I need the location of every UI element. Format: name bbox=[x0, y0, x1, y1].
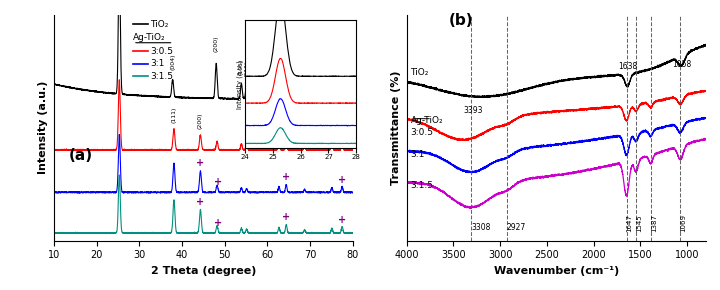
Text: (004): (004) bbox=[170, 53, 175, 70]
Text: (311): (311) bbox=[340, 124, 345, 140]
Text: TiO₂: TiO₂ bbox=[410, 68, 429, 77]
Text: (220): (220) bbox=[309, 64, 314, 80]
Text: +: + bbox=[282, 212, 290, 222]
Text: +: + bbox=[282, 172, 290, 182]
Text: (220): (220) bbox=[284, 123, 289, 139]
Text: +: + bbox=[338, 175, 346, 185]
Text: (200): (200) bbox=[198, 113, 203, 129]
Text: Ag-TiO₂: Ag-TiO₂ bbox=[133, 33, 166, 42]
Text: (111): (111) bbox=[171, 106, 176, 123]
Text: 2927: 2927 bbox=[507, 223, 526, 232]
Text: (a): (a) bbox=[69, 148, 93, 162]
X-axis label: Wavenumber (cm⁻¹): Wavenumber (cm⁻¹) bbox=[494, 266, 618, 276]
Text: 3308: 3308 bbox=[472, 223, 491, 232]
Text: (215): (215) bbox=[329, 61, 334, 77]
Text: 1638: 1638 bbox=[618, 62, 637, 71]
Text: (105): (105) bbox=[239, 59, 244, 75]
Y-axis label: Transmittance (%): Transmittance (%) bbox=[391, 70, 401, 185]
Text: 1647: 1647 bbox=[626, 214, 632, 232]
Text: +: + bbox=[197, 158, 204, 168]
Text: (116): (116) bbox=[302, 68, 307, 84]
Text: (204): (204) bbox=[276, 57, 282, 74]
Text: 1058: 1058 bbox=[672, 60, 691, 69]
Text: (211): (211) bbox=[244, 61, 249, 77]
Text: 3:0.5: 3:0.5 bbox=[150, 47, 173, 56]
Text: 3:0.5: 3:0.5 bbox=[410, 128, 433, 137]
Text: Ag-TiO₂: Ag-TiO₂ bbox=[410, 116, 443, 125]
Text: 3:1: 3:1 bbox=[410, 150, 425, 159]
Text: 3393: 3393 bbox=[464, 106, 483, 115]
Y-axis label: Intensity (a.u.): Intensity (a.u.) bbox=[237, 60, 243, 108]
Text: +: + bbox=[215, 177, 222, 187]
Text: 1069: 1069 bbox=[680, 214, 686, 232]
Text: 3:1.5: 3:1.5 bbox=[150, 72, 173, 81]
Text: (200): (200) bbox=[214, 35, 219, 52]
X-axis label: 2 Theta (degree): 2 Theta (degree) bbox=[150, 266, 256, 276]
Text: +: + bbox=[215, 218, 222, 228]
Text: 3:1.5: 3:1.5 bbox=[410, 181, 433, 190]
Y-axis label: Intensity (a.u.): Intensity (a.u.) bbox=[38, 81, 48, 174]
Text: TiO₂: TiO₂ bbox=[150, 20, 168, 29]
Text: 1387: 1387 bbox=[651, 214, 657, 232]
Text: +: + bbox=[197, 197, 204, 207]
Text: 3:1: 3:1 bbox=[150, 59, 164, 68]
Text: 1545: 1545 bbox=[636, 214, 642, 232]
Text: (b): (b) bbox=[449, 13, 474, 28]
Text: +: + bbox=[338, 215, 346, 224]
